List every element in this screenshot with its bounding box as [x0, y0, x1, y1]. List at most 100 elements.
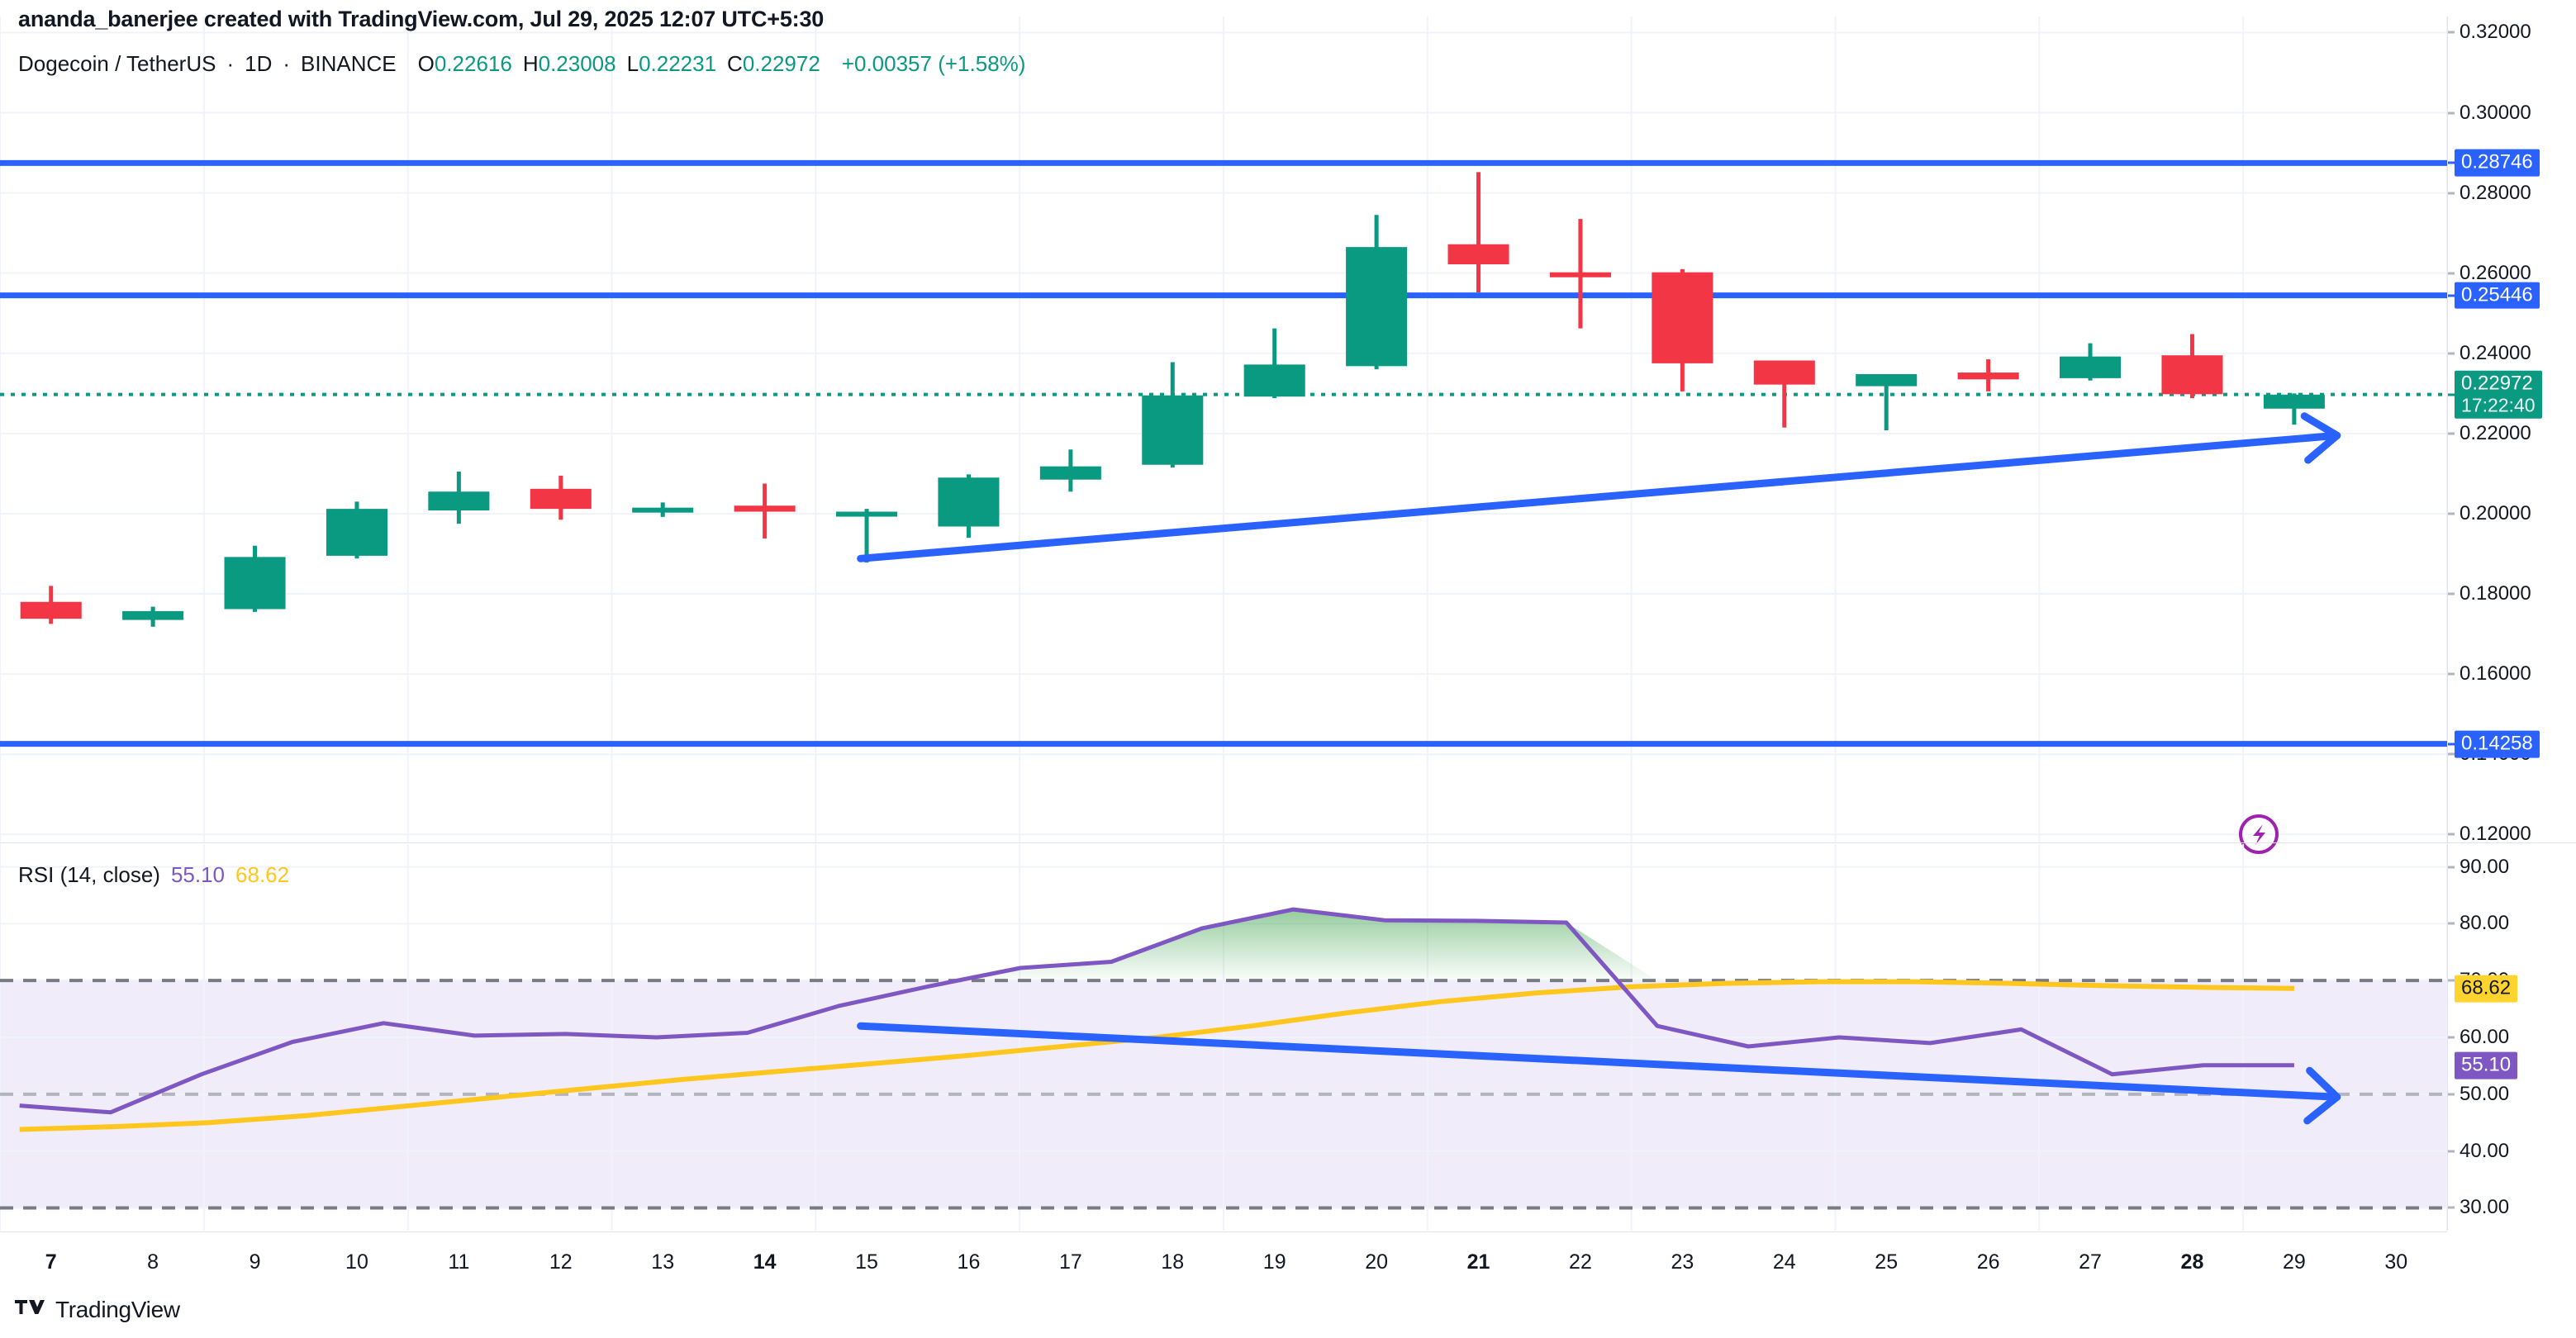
price-change: +0.00357 (+1.58%)	[841, 51, 1026, 76]
time-tick-label: 27	[2079, 1250, 2102, 1274]
candle-body[interactable]	[1856, 374, 1918, 387]
candle-body[interactable]	[836, 511, 898, 517]
trendline-segment[interactable]	[857, 1022, 2341, 1101]
candle-body[interactable]	[938, 477, 1000, 527]
rsi-ma-value[interactable]: 68.62	[2455, 975, 2518, 1003]
rsi-tick-mark	[2448, 922, 2455, 925]
resistance-level-1[interactable]: 0.28746	[2455, 149, 2540, 177]
lightning-bolt-icon[interactable]	[2239, 814, 2279, 854]
candle-body[interactable]	[1753, 360, 1815, 385]
time-tick-label: 29	[2282, 1250, 2306, 1274]
close-label: C	[727, 51, 743, 76]
pane-divider	[0, 842, 2576, 843]
time-tick-label: 22	[1569, 1250, 1592, 1274]
time-tick-label: 12	[549, 1250, 573, 1274]
time-tick-label: 19	[1262, 1250, 1286, 1274]
candle-body[interactable]	[122, 610, 184, 620]
time-tick-label: 30	[2384, 1250, 2408, 1274]
rsi-value[interactable]: 55.10	[2455, 1051, 2518, 1079]
price-tick-mark	[2448, 592, 2455, 595]
candle-body[interactable]	[20, 601, 82, 619]
candle-body[interactable]	[1652, 272, 1713, 363]
rsi-legend-value: 55.10	[170, 862, 226, 887]
price-tick-mark	[2448, 752, 2455, 756]
rsi-scale[interactable]: 90.0080.0070.0060.0050.0040.0030.0068.62…	[2447, 844, 2576, 1231]
candle-body[interactable]	[1957, 372, 2019, 380]
rsi-tick-label: 90.00	[2460, 855, 2510, 878]
candle-body[interactable]	[2161, 355, 2223, 395]
rsi-tick-label: 50.00	[2460, 1082, 2510, 1105]
rsi-tick-label: 30.00	[2460, 1196, 2510, 1219]
trendline-arrowhead	[2306, 1066, 2341, 1101]
time-tick-label: 20	[1365, 1250, 1389, 1274]
trendline-arrowhead	[2304, 431, 2341, 464]
symbol-name[interactable]: Dogecoin / TetherUS	[18, 51, 216, 76]
rsi-overbought-fill	[929, 909, 1657, 981]
rsi-legend[interactable]: RSI (14, close) 55.10 68.62	[18, 862, 289, 888]
price-tick-label: 0.28000	[2460, 181, 2531, 204]
trendline-arrowhead	[2300, 412, 2341, 439]
price-tick-label: 0.30000	[2460, 101, 2531, 124]
candle-body[interactable]	[1447, 244, 1509, 264]
support-level-tick	[2448, 743, 2455, 746]
support-level[interactable]: 0.14258	[2455, 730, 2540, 758]
interval-label[interactable]: 1D	[245, 51, 273, 76]
last-price[interactable]: 0.22972 17:22:40	[2455, 370, 2542, 419]
rsi-legend-ma-value: 68.62	[235, 862, 290, 887]
last-price-tick	[2448, 393, 2455, 396]
candle-body[interactable]	[2263, 394, 2325, 409]
price-tick-label: 0.22000	[2460, 421, 2531, 444]
candle-body[interactable]	[530, 488, 592, 510]
time-tick-label: 23	[1671, 1250, 1694, 1274]
rsi-tick-mark	[2448, 1206, 2455, 1209]
horizontal-levels[interactable]	[0, 159, 2447, 747]
price-tick-mark	[2448, 112, 2455, 114]
candle-body[interactable]	[1549, 272, 1611, 278]
price-tick-mark	[2448, 192, 2455, 195]
price-chart-pane[interactable]	[0, 17, 2448, 854]
candle-body[interactable]	[1142, 395, 1204, 465]
trendline-segment[interactable]	[857, 431, 2341, 562]
time-tick-label: 16	[957, 1250, 981, 1274]
candle-body[interactable]	[1243, 364, 1305, 397]
price-tick-mark	[2448, 672, 2455, 676]
price-scale[interactable]: 0.32000 0.30000 0.28000 0.26000 0.24000 0.220…	[2447, 17, 2576, 845]
price-tick-mark	[2448, 31, 2455, 34]
tradingview-brand-name: TradingView	[55, 1297, 180, 1322]
rsi-tick-label: 60.00	[2460, 1026, 2510, 1048]
rsi-tick-mark	[2448, 1093, 2455, 1096]
time-tick-label: 26	[1976, 1250, 2000, 1274]
candle-body[interactable]	[224, 557, 286, 610]
symbol-separator-2: ·	[283, 51, 291, 76]
support-level-value: 0.14258	[2461, 732, 2533, 755]
candle-body[interactable]	[428, 491, 490, 511]
price-gridlines	[0, 17, 2448, 842]
resistance-level-1-value: 0.28746	[2461, 150, 2533, 173]
high-value: 0.23008	[538, 51, 616, 76]
candle-body[interactable]	[326, 509, 387, 556]
candlestick-series[interactable]	[20, 172, 2325, 627]
candle-body[interactable]	[1346, 247, 1408, 367]
tradingview-logo-icon	[15, 1298, 45, 1322]
last-price-value: 0.22972	[2461, 372, 2533, 395]
resistance-level-2[interactable]: 0.25446	[2455, 282, 2540, 309]
exchange-label[interactable]: BINANCE	[301, 51, 397, 76]
candle-body[interactable]	[632, 507, 694, 513]
price-tick-label: 0.32000	[2460, 21, 2531, 44]
candle-body[interactable]	[1039, 466, 1101, 480]
price-tick-mark	[2448, 833, 2455, 836]
time-scale[interactable]: 7 8 9 10 11 12 13 14 15 16 17 18 19 20 21 22 23 24 25 26 27 2…	[0, 1231, 2447, 1278]
time-tick-label: 8	[147, 1250, 159, 1274]
open-value: 0.22616	[434, 51, 512, 76]
price-chart-canvas	[0, 17, 2448, 854]
rsi-indicator-pane[interactable]	[0, 844, 2448, 1231]
price-tick-label: 0.20000	[2460, 501, 2531, 524]
time-tick-label: 9	[249, 1250, 261, 1274]
time-tick-label: 11	[448, 1250, 470, 1274]
candle-body[interactable]	[2060, 356, 2122, 378]
candle-body[interactable]	[734, 505, 796, 512]
rsi-tick-mark	[2448, 1150, 2455, 1153]
price-tick-mark	[2448, 512, 2455, 515]
price-tick-label: 0.26000	[2460, 261, 2531, 284]
